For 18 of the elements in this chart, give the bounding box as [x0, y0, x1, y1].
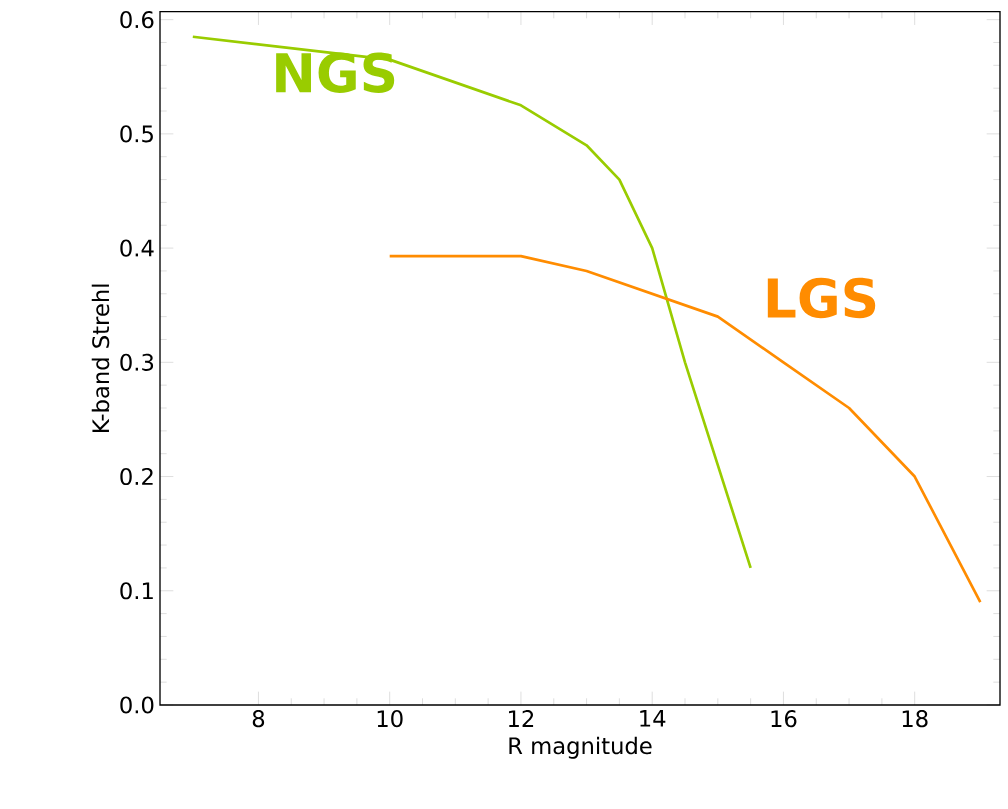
x-tick-label: 12 [509, 710, 534, 727]
series-label: LGS [767, 277, 876, 319]
y-axis-title: K-band Strehl [91, 284, 110, 432]
y-tick-label: 0.3 [120, 353, 154, 371]
x-axis-title: R magnitude [509, 736, 652, 759]
y-tick-label: 0.4 [120, 239, 154, 257]
y-tick-label: 0.6 [120, 11, 154, 29]
y-tick-label: 0.2 [120, 467, 153, 486]
x-tick-label: 16 [771, 710, 797, 728]
line-series [191, 35, 752, 570]
x-tick-label: 10 [377, 710, 403, 728]
y-tick-label: 0.5 [120, 125, 153, 143]
x-tick-label: 14 [640, 710, 666, 727]
y-tick-label: 0.1 [120, 582, 153, 600]
x-tick-label: 18 [902, 710, 928, 728]
x-tick-label: 8 [252, 710, 265, 728]
series-label: NGS [276, 52, 395, 93]
y-tick-label: 0.0 [120, 696, 154, 714]
